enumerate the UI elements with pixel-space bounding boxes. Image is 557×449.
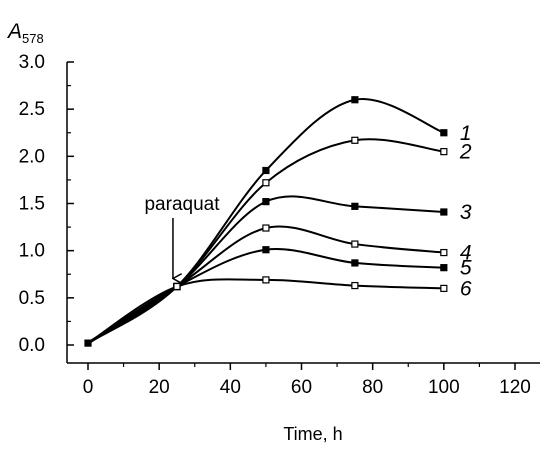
y-tick-label: 0.5 — [19, 288, 45, 309]
x-tick-label: 20 — [149, 377, 170, 398]
y-axis-title-main: A — [6, 20, 22, 43]
data-point-series-3 — [262, 198, 270, 206]
data-point-series-2 — [440, 148, 448, 156]
x-tick-label: 80 — [362, 377, 383, 398]
y-axis-title: A578 — [6, 20, 44, 46]
curve-label-1: 1 — [460, 122, 472, 145]
y-tick-label: 1.5 — [19, 194, 45, 215]
y-tick-label: 2.0 — [19, 146, 45, 167]
y-axis-title-subscript: 578 — [22, 31, 44, 46]
data-point-series-4 — [262, 224, 270, 232]
y-tick-label: 0.0 — [19, 335, 45, 356]
curve-label-3: 3 — [460, 201, 472, 224]
data-point-series-5 — [440, 264, 448, 272]
x-axis-title: Time, h — [283, 424, 342, 444]
y-tick-label: 2.5 — [19, 99, 45, 120]
x-tick-label: 100 — [428, 377, 460, 398]
curve-label-6: 6 — [460, 277, 472, 300]
data-point-series-4 — [440, 248, 448, 257]
series-line-5 — [87, 248, 444, 344]
data-point-series-1 — [262, 166, 270, 175]
data-point-series-6 — [351, 281, 359, 290]
curve-label-4: 4 — [460, 242, 472, 265]
curve-label-5: 5 — [460, 257, 472, 280]
curve-label-2: 2 — [459, 141, 472, 164]
x-tick-label: 0 — [83, 377, 94, 398]
curve-labels: 12 3 456 — [459, 122, 472, 301]
data-point-series-3 — [440, 208, 448, 216]
y-tick-label: 1.0 — [19, 241, 45, 262]
data-point-series-1 — [351, 96, 359, 104]
y-tick-label: 3.0 — [19, 52, 45, 73]
x-tick-label: 40 — [220, 377, 241, 398]
data-point-series-3 — [351, 202, 359, 210]
series-line-4 — [87, 225, 444, 344]
data-point-series-2 — [262, 179, 270, 187]
series-line-3 — [87, 195, 444, 344]
x-tick-label: 120 — [499, 377, 531, 398]
data-point-series-1 — [440, 129, 448, 137]
data-point-series-5 — [262, 246, 270, 254]
y-axis-ticks: 0.0 0.5 1.0 1.5 2.0 2.5 3.0 — [19, 52, 74, 356]
data-point-series-6 — [262, 276, 270, 284]
data-point-series-6 — [173, 282, 181, 291]
data-point-series-6 — [440, 284, 448, 292]
data-point-series-5 — [351, 259, 359, 267]
data-point-series-4 — [351, 240, 359, 248]
x-axis-ticks: 0 20 40 60 80 100 120 — [83, 363, 531, 398]
series-layer — [84, 96, 448, 347]
data-point-series-2 — [351, 136, 359, 144]
x-tick-label: 60 — [291, 377, 312, 398]
paraquat-annotation-text: paraquat — [144, 194, 220, 215]
